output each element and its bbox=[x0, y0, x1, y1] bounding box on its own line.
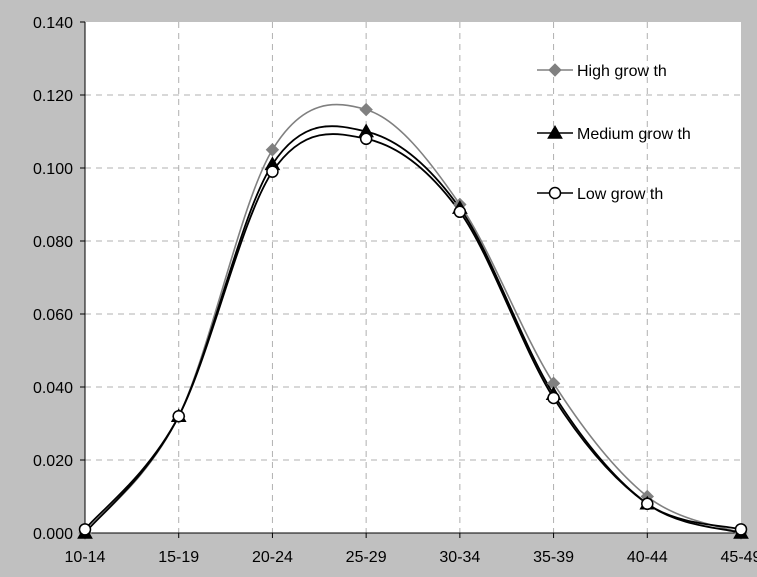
legend-label: High grow th bbox=[577, 63, 667, 80]
data-point-circle bbox=[734, 523, 748, 536]
legend-marker-circle bbox=[548, 186, 562, 200]
x-tick-label: 15-19 bbox=[158, 549, 199, 566]
y-tick-label: 0.080 bbox=[33, 234, 73, 251]
legend: High grow th Medium grow th Low grow th bbox=[537, 63, 691, 203]
x-tick-label: 40-44 bbox=[627, 549, 668, 566]
y-tick-label: 0.040 bbox=[33, 380, 73, 397]
data-point-circle bbox=[359, 132, 373, 146]
data-point-circle bbox=[641, 497, 654, 511]
data-point-circle bbox=[453, 205, 467, 219]
legend-marker-diamond bbox=[548, 63, 562, 77]
data-point-circle bbox=[78, 523, 92, 536]
plot-area bbox=[85, 22, 741, 533]
data-point-circle bbox=[547, 391, 560, 405]
data-point-circle bbox=[266, 165, 279, 178]
x-tick-label: 30-34 bbox=[439, 549, 480, 566]
x-tick-label: 25-29 bbox=[346, 549, 387, 566]
grid-lines bbox=[85, 22, 741, 533]
series-markers bbox=[77, 102, 749, 540]
legend-marker-triangle bbox=[547, 124, 563, 139]
x-tick-label: 10-14 bbox=[65, 549, 106, 566]
series-line-circle bbox=[84, 133, 742, 531]
data-point-diamond bbox=[359, 102, 373, 117]
x-tick-label: 45-49 bbox=[721, 549, 757, 566]
y-tick-label: 0.060 bbox=[33, 307, 73, 324]
y-tick-label: 0.100 bbox=[33, 161, 73, 178]
y-tick-label: 0.120 bbox=[33, 88, 73, 105]
x-tick-label: 35-39 bbox=[533, 549, 574, 566]
y-tick-label: 0.000 bbox=[33, 526, 73, 543]
data-point-diamond bbox=[265, 143, 280, 157]
legend-label: Medium grow th bbox=[577, 126, 691, 143]
data-point-circle bbox=[172, 409, 185, 423]
y-tick-label: 0.140 bbox=[33, 15, 73, 32]
x-tick-label: 20-24 bbox=[252, 549, 293, 566]
series-lines bbox=[84, 103, 742, 534]
axes: 0.000 0.020 0.040 0.060 0.080 0.100 0.120 0.140… bbox=[33, 15, 757, 566]
y-tick-label: 0.020 bbox=[33, 453, 73, 470]
legend-label: Low grow th bbox=[577, 186, 663, 203]
